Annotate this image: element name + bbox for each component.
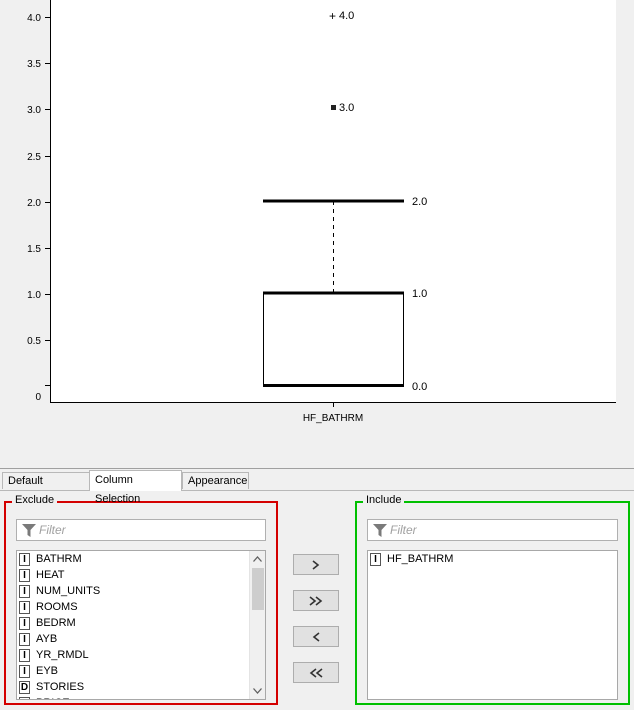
integer-type-icon: I xyxy=(19,616,30,630)
add-button[interactable] xyxy=(293,554,339,575)
exclude-list-item[interactable]: I HEAT xyxy=(17,567,265,583)
y-tick-label: 0.5 xyxy=(27,336,41,347)
filter-icon xyxy=(373,524,387,540)
exclude-group: Exclude I BATHRM I HEAT I NUM_UNITS I ROOMS I BED… xyxy=(4,494,278,705)
double-type-icon: D xyxy=(19,680,30,694)
column-name: STORIES xyxy=(36,681,85,694)
x-axis-label: HF_BATHRM xyxy=(303,413,363,424)
y-ticks: 4.0 3.5 3.0 2.5 2.0 1.5 1.0 0.5 0 xyxy=(27,13,50,403)
integer-type-icon: I xyxy=(19,632,30,646)
outlier-label-mild: 3.0 xyxy=(339,102,354,114)
tab-appearance[interactable]: Appearance xyxy=(182,472,249,489)
include-list[interactable]: I HF_BATHRM xyxy=(367,550,618,700)
scroll-down-icon[interactable] xyxy=(250,683,265,699)
y-tick-label: 3.5 xyxy=(27,59,41,70)
exclude-list-item[interactable]: I BATHRM xyxy=(17,551,265,567)
include-filter[interactable] xyxy=(367,519,618,541)
exclude-list-item[interactable]: D STORIES xyxy=(17,679,265,695)
chevron-right-icon xyxy=(312,560,320,570)
remove-all-button[interactable] xyxy=(293,662,339,683)
column-name: BEDRM xyxy=(36,617,76,630)
remove-button[interactable] xyxy=(293,626,339,647)
iqr-box xyxy=(263,293,404,386)
integer-type-icon: I xyxy=(19,696,30,699)
box-plot-view: 4.0 3.5 3.0 2.5 2.0 1.5 1.0 0.5 0 + 4.0 3.0 2.0 … xyxy=(0,0,634,469)
integer-type-icon: I xyxy=(370,552,381,566)
integer-type-icon: I xyxy=(19,584,30,598)
outlier-marker-mild xyxy=(331,105,336,110)
column-name: PRICE xyxy=(36,697,70,699)
tab-bar: Default Settings Column Selection Appear… xyxy=(0,470,634,505)
column-name: AYB xyxy=(36,633,58,646)
y-tick-label: 4.0 xyxy=(27,13,41,24)
column-selection-panel: Exclude I BATHRM I HEAT I NUM_UNITS I ROOMS I BED… xyxy=(0,490,634,710)
integer-type-icon: I xyxy=(19,600,30,614)
column-name: HF_BATHRM xyxy=(387,553,454,566)
include-group: Include I HF_BATHRM xyxy=(355,494,630,705)
outlier-label-extreme: 4.0 xyxy=(339,10,354,22)
column-name: EYB xyxy=(36,665,59,678)
include-title: Include xyxy=(363,494,405,506)
y-tick-label: 3.0 xyxy=(27,105,41,116)
y-tick-label: 1.5 xyxy=(27,244,41,255)
upper-whisker-label: 2.0 xyxy=(412,196,427,208)
tab-column-selection[interactable]: Column Selection xyxy=(89,470,182,505)
column-name: ROOMS xyxy=(36,601,78,614)
scroll-thumb[interactable] xyxy=(252,568,264,610)
exclude-list-item[interactable]: I BEDRM xyxy=(17,615,265,631)
exclude-list-item[interactable]: I EYB xyxy=(17,663,265,679)
box-plot-svg: 4.03.53.02.52.01.51.00.50 + 4.0 3.0 2.0 … xyxy=(27,0,616,424)
median-label: 0.0 xyxy=(412,381,427,393)
y-tick-label: 0 xyxy=(35,392,41,403)
y-tick-label: 1.0 xyxy=(27,290,41,301)
exclude-items: I BATHRM I HEAT I NUM_UNITS I ROOMS I BEDRM I AYB I Y… xyxy=(17,551,265,699)
exclude-list-item[interactable]: I ROOMS xyxy=(17,599,265,615)
column-name: HEAT xyxy=(36,569,65,582)
y-tick-label: 2.5 xyxy=(27,152,41,163)
integer-type-icon: I xyxy=(19,648,30,662)
exclude-list[interactable]: I BATHRM I HEAT I NUM_UNITS I ROOMS I BEDRM I AYB I Y… xyxy=(16,550,266,700)
exclude-list-item[interactable]: I YR_RMDL xyxy=(17,647,265,663)
scroll-up-icon[interactable] xyxy=(250,551,265,567)
exclude-filter-input[interactable] xyxy=(39,522,239,538)
column-name: NUM_UNITS xyxy=(36,585,101,598)
integer-type-icon: I xyxy=(19,568,30,582)
include-list-item[interactable]: I HF_BATHRM xyxy=(368,551,617,567)
integer-type-icon: I xyxy=(19,664,30,678)
exclude-title: Exclude xyxy=(12,494,58,506)
include-filter-input[interactable] xyxy=(390,522,590,538)
add-all-button[interactable] xyxy=(293,590,339,611)
exclude-list-item[interactable]: I PRICE xyxy=(17,695,265,699)
include-items: I HF_BATHRM xyxy=(368,551,617,567)
outlier-marker-extreme: + xyxy=(329,9,336,23)
exclude-scrollbar[interactable] xyxy=(249,551,265,699)
column-name: BATHRM xyxy=(36,553,82,566)
exclude-list-item[interactable]: I NUM_UNITS xyxy=(17,583,265,599)
tab-default-settings[interactable]: Default Settings xyxy=(2,472,90,504)
double-chevron-left-icon xyxy=(309,668,323,678)
integer-type-icon: I xyxy=(19,552,30,566)
q3-label: 1.0 xyxy=(412,288,427,300)
filter-icon xyxy=(22,524,36,540)
y-tick-label: 2.0 xyxy=(27,198,41,209)
column-name: YR_RMDL xyxy=(36,649,89,662)
chevron-left-icon xyxy=(312,632,320,642)
exclude-filter[interactable] xyxy=(16,519,266,541)
exclude-list-item[interactable]: I AYB xyxy=(17,631,265,647)
double-chevron-right-icon xyxy=(309,596,323,606)
